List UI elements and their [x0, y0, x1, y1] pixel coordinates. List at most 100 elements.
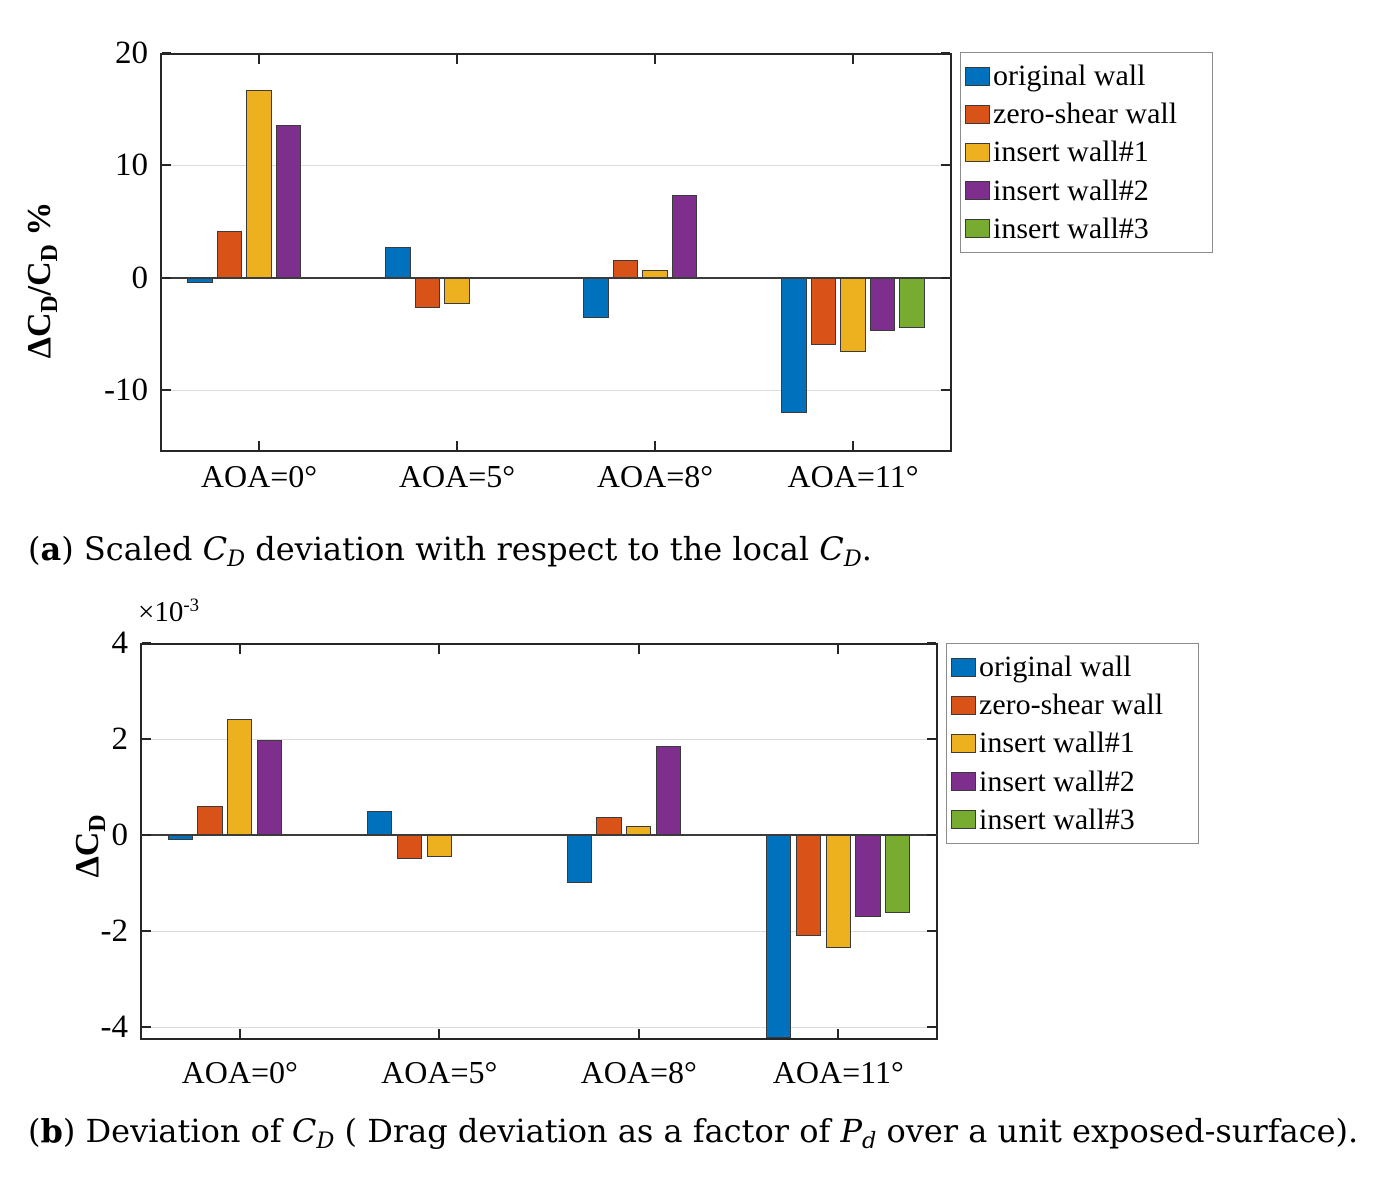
bar [596, 816, 622, 835]
legend-item: original wall [951, 648, 1194, 686]
legend-label: zero-shear wall [993, 97, 1178, 131]
x-tick-label: AOA=8° [580, 1054, 697, 1090]
legend-label: insert wall#2 [979, 764, 1135, 798]
y-tick-label: 10 [115, 147, 148, 184]
gridline [142, 738, 936, 740]
bar [275, 124, 302, 278]
bar [187, 277, 213, 284]
y-tick-label: -2 [100, 913, 129, 950]
gridline [142, 930, 936, 932]
y-tick-mark [142, 642, 151, 644]
y-tick-label: -4 [100, 1009, 129, 1046]
x-tick-mark [438, 645, 441, 654]
bar [642, 269, 668, 278]
y-tick-label: 0 [131, 259, 149, 296]
text-segment: b [40, 1112, 63, 1150]
x-tick-label: AOA=11° [772, 1054, 904, 1090]
bar [566, 835, 592, 884]
y-tick-mark [927, 930, 936, 933]
legend-label: insert wall#1 [993, 135, 1149, 169]
bar [426, 835, 452, 857]
text-segment: D [316, 1128, 335, 1155]
bar [626, 826, 652, 836]
y-tick-mark [162, 52, 171, 54]
bar [227, 718, 253, 835]
bar [766, 835, 792, 1038]
text-segment: D [227, 546, 246, 573]
legend-label: insert wall#1 [979, 726, 1135, 760]
bar [367, 811, 393, 836]
y-tick-label: 2 [111, 721, 129, 757]
x-tick-label: AOA=11° [787, 458, 919, 494]
legend-swatch [965, 66, 990, 86]
y-tick-mark [927, 738, 936, 740]
y-tick-label: -10 [104, 372, 148, 409]
x-tick-mark [258, 441, 260, 450]
legend-label: original wall [979, 650, 1132, 684]
legend-swatch [951, 772, 976, 792]
text-segment: d [862, 1128, 877, 1155]
text-segment: a [40, 530, 62, 568]
legend-item: insert wall#2 [951, 763, 1194, 801]
x-tick-label: AOA=5° [398, 458, 516, 494]
bar [810, 277, 837, 346]
y-tick-mark [941, 52, 950, 54]
y-tick-mark [941, 389, 950, 392]
text-segment: . [861, 530, 872, 568]
legend-item: insert wall#2 [965, 172, 1208, 210]
legend-box: original wall zero-shear wall insert wall#… [946, 643, 1199, 844]
bar [795, 835, 822, 936]
y-tick-mark [162, 164, 171, 167]
text-segment: ΔC [69, 831, 106, 878]
x-tick-label: AOA=8° [596, 458, 714, 494]
text-segment: D [843, 546, 862, 573]
caption-b: (b) Deviation of CD ( Drag deviation as … [28, 1110, 1358, 1156]
axis-offset-label: ×10-3 [138, 594, 200, 629]
legend-swatch [965, 219, 990, 239]
bar [885, 835, 911, 914]
x-tick-mark [852, 441, 854, 450]
y-tick-mark [927, 1026, 936, 1029]
text-segment: ( [28, 1112, 41, 1150]
y-axis-label: ΔCD [69, 814, 111, 878]
legend-swatch [965, 104, 990, 124]
legend-item: insert wall#3 [965, 210, 1208, 248]
legend-swatch [965, 142, 990, 162]
text-segment: ) Deviation of [62, 1112, 292, 1150]
zero-baseline [161, 276, 951, 279]
y-tick-mark [142, 834, 151, 837]
x-tick-mark [637, 645, 640, 654]
bar [444, 277, 470, 304]
y-tick-mark [162, 389, 171, 392]
x-tick-label: AOA=0° [181, 1054, 298, 1090]
legend-box: original wall zero-shear wall insert wall#… [960, 52, 1213, 253]
x-tick-mark [654, 441, 656, 450]
legend-swatch [951, 657, 976, 677]
legend-swatch [965, 181, 990, 201]
x-tick-label: AOA=5° [381, 1054, 498, 1090]
x-tick-mark [637, 1029, 640, 1038]
bar [385, 247, 411, 278]
x-tick-mark [258, 55, 260, 64]
bar [612, 259, 639, 278]
text-segment: -3 [183, 594, 200, 616]
bar [256, 740, 283, 835]
y-tick-mark [142, 1026, 151, 1029]
x-tick-label: AOA=0° [200, 458, 318, 494]
gridline [142, 1026, 936, 1028]
gridline [162, 164, 950, 166]
text-segment: over a unit exposed-surface). [876, 1112, 1359, 1150]
legend-label: insert wall#2 [993, 173, 1149, 207]
x-tick-mark [438, 1029, 441, 1038]
legend-swatch [951, 733, 976, 753]
bar [840, 277, 866, 352]
x-tick-mark [852, 55, 854, 64]
y-tick-label: 0 [111, 817, 129, 854]
y-tick-mark [941, 276, 950, 279]
bar [825, 835, 851, 948]
bar [855, 835, 881, 917]
bar [899, 277, 925, 329]
zero-baseline [141, 834, 937, 837]
